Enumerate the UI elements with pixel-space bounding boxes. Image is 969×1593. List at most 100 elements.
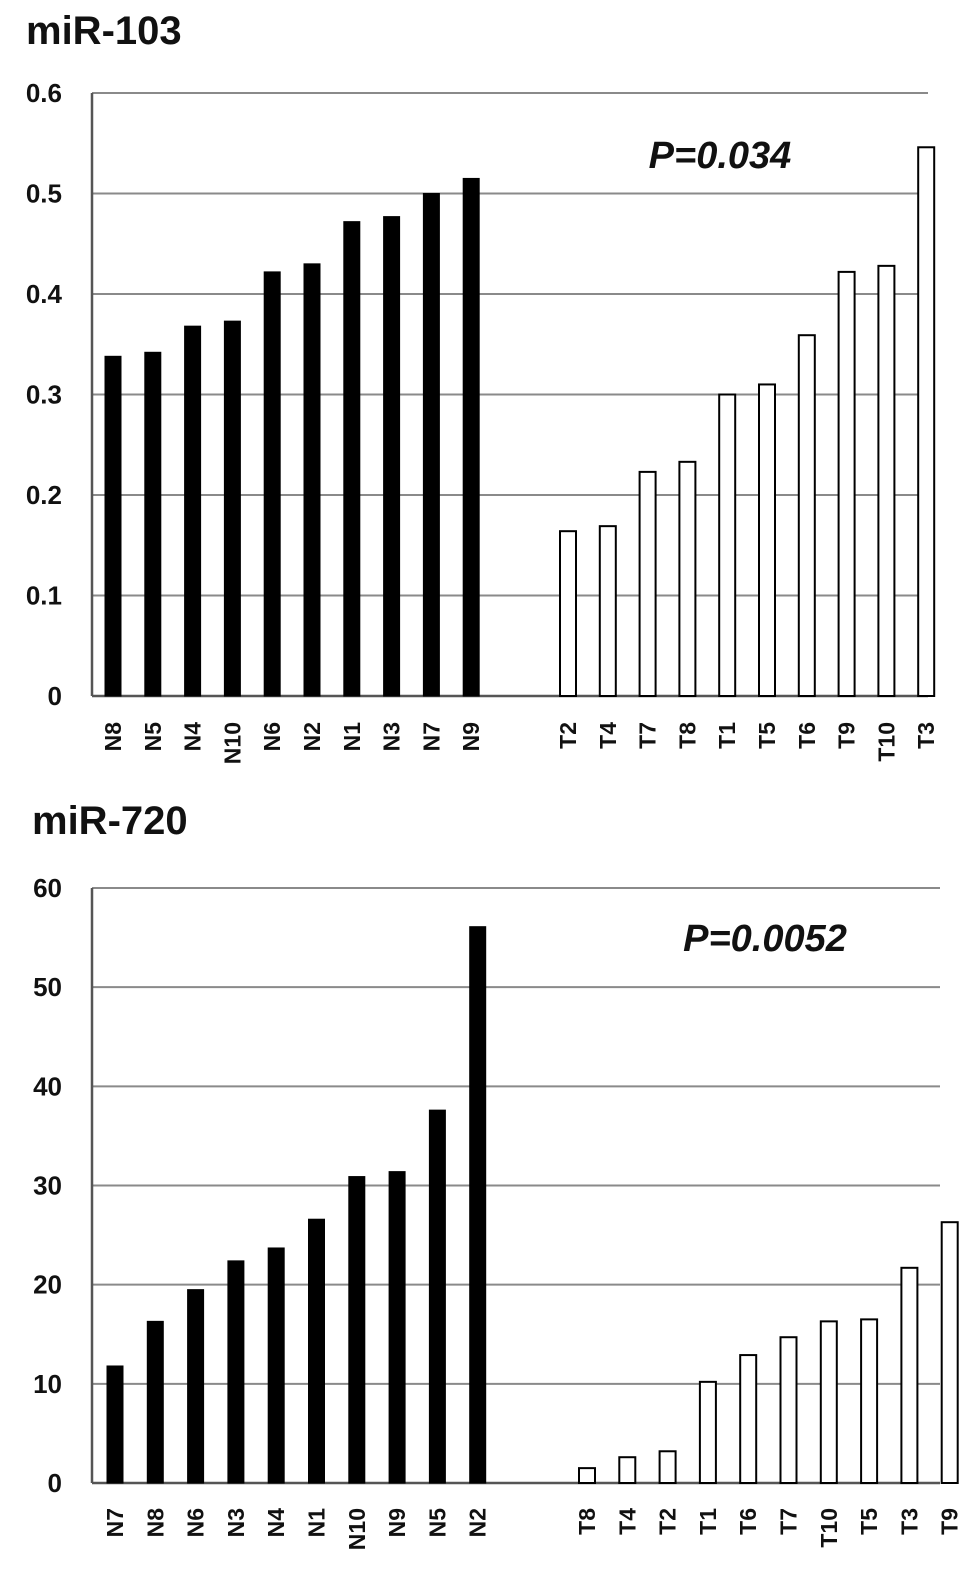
x-tick-label: N6 bbox=[259, 722, 285, 751]
x-tick-label: N7 bbox=[102, 1508, 128, 1537]
y-tick-label: 60 bbox=[33, 873, 62, 903]
chart-panel-mir-103: miR-103 0 0.1 0.2 0.3 0.4 0.5 0.6 N8 N5 N4 N10 N6 N2 N… bbox=[26, 9, 939, 764]
x-tick-label: N4 bbox=[180, 722, 206, 752]
bar-t2 bbox=[658, 1450, 677, 1485]
bar-n1 bbox=[343, 221, 361, 697]
x-tick-label: N6 bbox=[183, 1508, 209, 1537]
y-tick-label: 0.3 bbox=[26, 380, 62, 410]
x-tick-label: N1 bbox=[339, 722, 365, 752]
x-tick-label: N8 bbox=[142, 1508, 168, 1538]
x-tick-label: T5 bbox=[754, 722, 780, 749]
x-tick-label: T5 bbox=[856, 1508, 882, 1535]
bar-t1 bbox=[698, 1380, 717, 1484]
chart-title: miR-720 bbox=[32, 799, 188, 843]
bar-n10 bbox=[223, 320, 241, 697]
x-tick-label: T2 bbox=[655, 1508, 681, 1535]
chart-title: miR-103 bbox=[26, 9, 182, 53]
x-tick-label: N2 bbox=[299, 722, 325, 751]
bar-t7 bbox=[779, 1336, 798, 1484]
bar-n4 bbox=[267, 1247, 285, 1484]
y-tick-label: 0 bbox=[48, 1468, 62, 1498]
bar-n4 bbox=[184, 325, 202, 697]
x-tick-label: T6 bbox=[794, 722, 820, 749]
x-tick-label: T1 bbox=[714, 722, 740, 749]
x-tick-label: N10 bbox=[344, 1508, 370, 1550]
bar-t5 bbox=[860, 1318, 879, 1484]
bar-n8 bbox=[146, 1320, 164, 1484]
bar-t8 bbox=[578, 1467, 596, 1484]
bar-t9 bbox=[837, 270, 856, 697]
bar-t1 bbox=[718, 393, 737, 697]
x-tick-label: T7 bbox=[776, 1508, 802, 1535]
x-tick-label: T10 bbox=[873, 722, 899, 762]
y-tick-label: 10 bbox=[33, 1369, 62, 1399]
y-tick-label: 0.1 bbox=[26, 581, 62, 611]
bar-n9 bbox=[462, 177, 480, 697]
x-tick-label: T3 bbox=[913, 722, 939, 749]
bar-n2 bbox=[303, 263, 321, 697]
bar-t3 bbox=[917, 146, 936, 697]
x-tick-label: N7 bbox=[418, 722, 444, 751]
x-tick-label: N5 bbox=[140, 722, 166, 752]
bar-t10 bbox=[877, 264, 896, 697]
x-tick-label: T6 bbox=[735, 1508, 761, 1535]
bar-n10 bbox=[348, 1176, 366, 1484]
x-tick-label: T2 bbox=[555, 722, 581, 749]
bar-t8 bbox=[678, 460, 697, 697]
y-tick-label: 30 bbox=[33, 1171, 62, 1201]
bar-n9 bbox=[388, 1171, 406, 1484]
bar-t10 bbox=[819, 1320, 838, 1484]
x-tick-label: N8 bbox=[100, 722, 126, 752]
x-tick-label: T8 bbox=[674, 722, 700, 749]
x-tick-label: T8 bbox=[574, 1508, 600, 1535]
bar-t5 bbox=[758, 383, 776, 697]
x-tick-label: T1 bbox=[695, 1508, 721, 1535]
x-tick-label: N3 bbox=[223, 1508, 249, 1537]
bar-n7 bbox=[422, 193, 440, 697]
x-tick-label: T4 bbox=[595, 722, 621, 749]
bar-t6 bbox=[739, 1354, 758, 1484]
x-tick-label: T4 bbox=[614, 1508, 640, 1535]
x-tick-label: T9 bbox=[937, 1508, 963, 1535]
y-tick-label: 0.5 bbox=[26, 179, 62, 209]
bar-n3 bbox=[227, 1260, 245, 1484]
bar-t3 bbox=[900, 1266, 919, 1485]
bar-n8 bbox=[104, 355, 122, 697]
p-value-annotation: P=0.0052 bbox=[683, 918, 847, 960]
x-tick-label: N5 bbox=[424, 1508, 450, 1538]
bar-n5 bbox=[428, 1109, 446, 1484]
x-tick-label: N4 bbox=[263, 1508, 289, 1538]
bar-n7 bbox=[106, 1365, 124, 1484]
bar-n2 bbox=[469, 926, 487, 1484]
x-tick-label: N9 bbox=[458, 722, 484, 751]
x-tick-label: N2 bbox=[465, 1508, 491, 1537]
bar-t6 bbox=[797, 334, 816, 697]
x-tick-label: T7 bbox=[635, 722, 661, 749]
x-tick-label: T9 bbox=[834, 722, 860, 749]
y-tick-label: 50 bbox=[33, 972, 62, 1002]
y-tick-label: 0.4 bbox=[26, 279, 63, 309]
y-tick-label: 0.6 bbox=[26, 78, 62, 108]
y-tick-label: 0 bbox=[48, 681, 62, 711]
x-tick-label: N1 bbox=[304, 1508, 330, 1538]
x-tick-label: T10 bbox=[816, 1508, 842, 1548]
bar-n6 bbox=[187, 1289, 205, 1484]
bar-t4 bbox=[598, 525, 617, 698]
bar-n6 bbox=[263, 271, 281, 697]
x-tick-label: N9 bbox=[384, 1508, 410, 1537]
x-tick-label: T3 bbox=[896, 1508, 922, 1535]
y-tick-label: 0.2 bbox=[26, 480, 62, 510]
bar-t2 bbox=[559, 530, 577, 697]
bar-t4 bbox=[618, 1456, 637, 1485]
bar-n3 bbox=[383, 216, 401, 697]
bar-n5 bbox=[144, 351, 162, 697]
bar-t9 bbox=[940, 1221, 959, 1484]
x-tick-label: N10 bbox=[219, 722, 245, 764]
bar-n1 bbox=[308, 1218, 325, 1484]
p-value-annotation: P=0.034 bbox=[649, 135, 792, 177]
y-tick-label: 40 bbox=[33, 1071, 62, 1101]
chart-panel-mir-720: miR-720 0 10 20 30 40 50 60 N7 N8 N6 N3 N4 N1 N10 N9 N5 N… bbox=[32, 799, 963, 1550]
bar-t7 bbox=[638, 470, 657, 698]
x-tick-label: N3 bbox=[379, 722, 405, 751]
